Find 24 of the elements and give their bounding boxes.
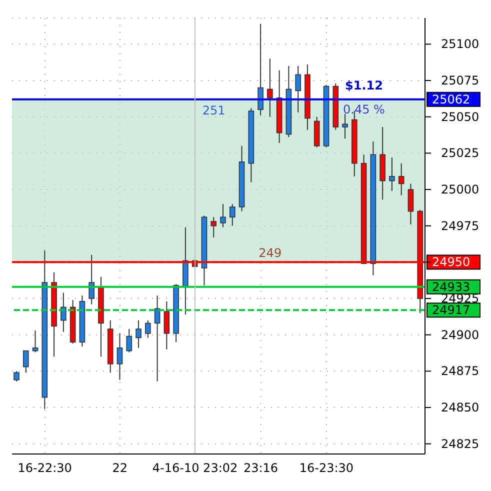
y-tick-label: 24975 — [441, 218, 480, 233]
annotation: 251 — [202, 103, 226, 118]
x-tick-label: 4-16-10 23:02 — [152, 461, 238, 475]
ref-line-label: 25062 — [432, 92, 470, 106]
y-tick-label: 24900 — [441, 328, 480, 342]
y-tick-label: 25025 — [441, 146, 480, 160]
y-tick-label: 25075 — [441, 73, 480, 88]
x-tick-label: 23:16 — [243, 461, 278, 475]
annotation: 249 — [258, 246, 282, 260]
y-tick-label: 24875 — [441, 364, 480, 378]
y-tick-label: 25050 — [441, 110, 480, 124]
annotation: 0.45 % — [343, 102, 385, 116]
y-tick-label: 24925 — [441, 291, 480, 306]
x-tick-label: 16-22:30 — [18, 461, 72, 475]
y-tick-label: 25100 — [441, 37, 480, 52]
annotation: $1.12 — [345, 78, 383, 92]
ref-line-label: 24950 — [432, 255, 470, 270]
y-tick-label: 24850 — [441, 400, 480, 414]
ref-line-label: 24933 — [432, 280, 470, 294]
y-tick-label: 25000 — [441, 182, 480, 196]
x-tick-label: 16-23:30 — [299, 461, 354, 475]
y-tick-label: 24825 — [441, 436, 480, 451]
x-tick-label: 22 — [112, 461, 128, 475]
ref-line-label: 24917 — [432, 303, 470, 318]
